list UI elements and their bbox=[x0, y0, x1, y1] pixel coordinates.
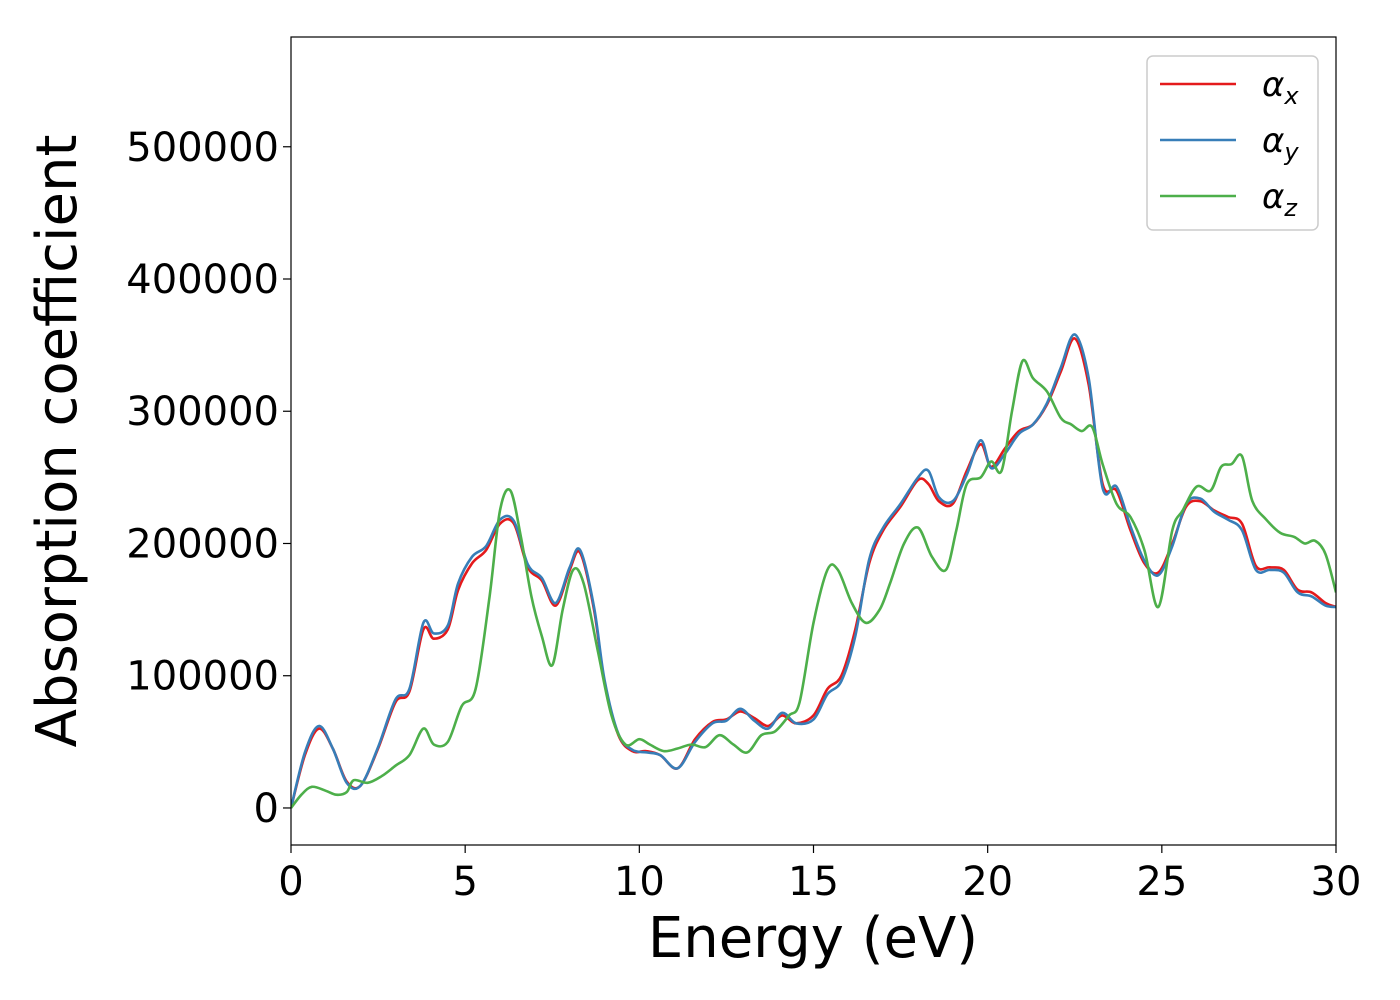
x-tick-label: 5 bbox=[452, 859, 477, 905]
x-tick-label: 10 bbox=[614, 859, 665, 905]
series-layer bbox=[291, 333, 1336, 809]
y-tick-label: 400000 bbox=[126, 257, 279, 303]
y-tick-label: 500000 bbox=[126, 125, 279, 171]
legend-label-x: αx bbox=[1262, 65, 1299, 110]
series-line-y bbox=[291, 333, 1336, 809]
y-tick-label: 300000 bbox=[126, 389, 279, 435]
legend-label-sub: y bbox=[1283, 138, 1299, 166]
y-tick-label: 200000 bbox=[126, 521, 279, 567]
legend-label-main: α bbox=[1262, 65, 1284, 105]
x-tick-label: 0 bbox=[278, 859, 303, 905]
legend-label-sub: z bbox=[1283, 194, 1298, 222]
legend-label-y: αy bbox=[1262, 121, 1299, 166]
legend-label-sub: x bbox=[1283, 82, 1299, 110]
legend-label-main: α bbox=[1262, 177, 1284, 217]
legend-box bbox=[1146, 55, 1319, 231]
x-tick-label: 20 bbox=[962, 859, 1013, 905]
legend-label-main: α bbox=[1262, 121, 1284, 161]
x-axis: 0 5 10 15 20 25 30 bbox=[278, 845, 1361, 905]
x-tick-label: 15 bbox=[788, 859, 839, 905]
x-tick-label: 30 bbox=[1311, 859, 1362, 905]
y-axis: 0 100000 200000 300000 400000 500000 bbox=[126, 125, 291, 832]
y-tick-label: 100000 bbox=[126, 654, 279, 700]
x-axis-title: Energy (eV) bbox=[648, 906, 978, 971]
x-tick-label: 25 bbox=[1136, 859, 1187, 905]
series-line-z bbox=[291, 358, 1336, 809]
y-axis-title: Absorption coefficient bbox=[25, 135, 90, 748]
legend-label-z: αz bbox=[1262, 177, 1298, 222]
y-tick-label: 0 bbox=[254, 786, 279, 832]
